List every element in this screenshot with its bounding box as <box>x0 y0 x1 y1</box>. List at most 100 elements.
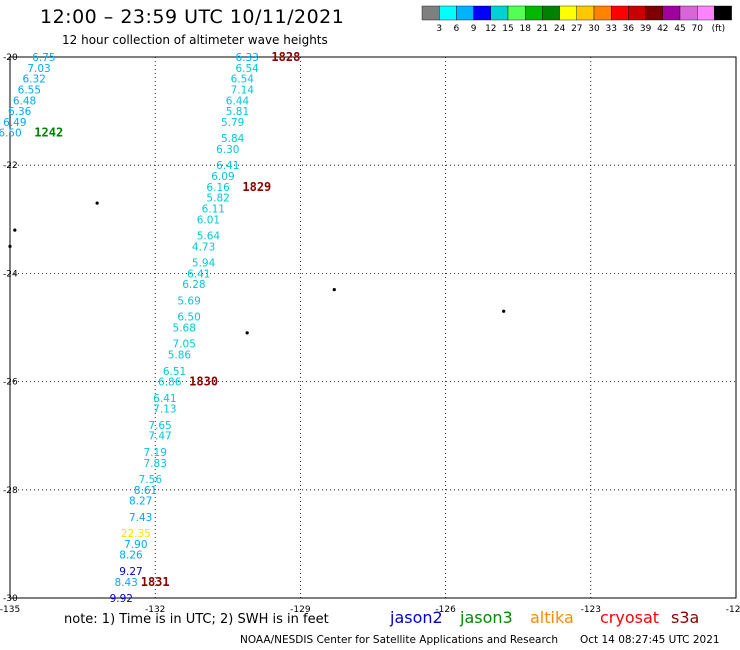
y-tick-label: -30 <box>3 594 18 604</box>
wave-height-label: 7.14 <box>231 84 255 96</box>
wave-height-label: 6.41 <box>187 268 210 280</box>
colorbar-label: 6 <box>454 24 460 34</box>
colorbar-swatch <box>611 5 629 21</box>
wave-height-label: 6.32 <box>23 74 46 86</box>
wave-height-label: 7.56 <box>139 474 163 486</box>
legend-jason2: jason2 <box>390 608 443 627</box>
pass-time-label: 1830 <box>189 375 218 389</box>
colorbar-swatch <box>559 5 577 21</box>
legend-altika: altika <box>530 608 574 627</box>
chart-subtitle: 12 hour collection of altimeter wave hei… <box>62 33 328 47</box>
wave-height-label: 6.50 <box>0 128 22 140</box>
y-tick-label: -20 <box>3 53 18 63</box>
wave-height-label: 6.51 <box>163 366 186 378</box>
pass-time-label: 1242 <box>34 126 63 140</box>
wave-height-label: 6.44 <box>226 95 250 107</box>
wave-height-label: 5.79 <box>221 117 244 129</box>
colorbar-label: 36 <box>623 24 635 34</box>
colorbar-label: 70 <box>691 24 703 34</box>
legend-s3a: s3a <box>671 608 700 627</box>
chart-title: 12:00 – 23:59 UTC 10/11/2021 <box>40 6 345 28</box>
wave-height-label: 6.01 <box>197 214 220 226</box>
wave-height-label: 6.11 <box>202 203 225 215</box>
wave-height-label: 6.41 <box>153 393 176 405</box>
colorbar-label: 18 <box>519 24 531 34</box>
island-marker <box>332 288 336 292</box>
plot-frame <box>9 56 737 599</box>
wave-height-label: 5.94 <box>192 258 216 270</box>
island-marker <box>8 244 12 248</box>
colorbar-label: 9 <box>471 24 477 34</box>
colorbar-label: 21 <box>537 24 548 34</box>
footer-note: note: 1) Time is in UTC; 2) SWH is in fe… <box>64 612 329 627</box>
wave-height-label: 7.83 <box>144 458 167 470</box>
wave-height-label: 6.50 <box>177 312 200 324</box>
footer-credit: NOAA/NESDIS Center for Satellite Applica… <box>240 634 558 646</box>
wave-height-label: 9.92 <box>110 593 133 605</box>
colorbar-label: 27 <box>571 24 582 34</box>
wave-height-label: 5.84 <box>221 133 245 145</box>
colorbar-swatch <box>473 5 492 21</box>
island-marker <box>95 201 99 205</box>
colorbar-swatch <box>679 5 698 21</box>
colorbar-swatch <box>490 5 509 21</box>
wave-height-label: 6.28 <box>182 279 205 291</box>
x-tick-label: -120 <box>726 605 740 615</box>
y-tick-label: -22 <box>3 161 18 171</box>
wave-height-label: 6.54 <box>231 74 255 86</box>
island-marker <box>502 309 506 313</box>
wave-height-label: 6.48 <box>13 95 36 107</box>
colorbar-label: 45 <box>674 24 685 34</box>
wave-height-label: 5.81 <box>226 106 249 118</box>
wave-height-label: 5.86 <box>168 350 192 362</box>
colorbar-swatch <box>439 5 457 21</box>
wave-height-label: 7.05 <box>173 339 196 351</box>
colorbar-swatch <box>507 5 526 21</box>
colorbar-label: 15 <box>502 24 513 34</box>
wave-height-label: 7.90 <box>124 539 147 551</box>
colorbar-swatch <box>593 5 612 21</box>
colorbar-swatch <box>697 5 715 21</box>
wave-height-label: 9.27 <box>119 566 142 578</box>
wave-height-label: 6.30 <box>216 144 239 156</box>
colorbar-swatch <box>645 5 663 21</box>
y-tick-label: -24 <box>3 269 18 279</box>
wave-height-label: 7.19 <box>144 447 167 459</box>
island-marker <box>245 331 249 335</box>
island-marker <box>13 228 17 232</box>
wave-height-label: 5.69 <box>177 295 200 307</box>
colorbar-swatch <box>662 5 681 21</box>
colorbar-swatch <box>421 5 440 21</box>
pass-time-label: 1829 <box>242 180 271 194</box>
wave-height-label: 7.65 <box>148 420 171 432</box>
wave-height-label: 6.36 <box>8 106 32 118</box>
wave-height-label: 6.55 <box>18 84 41 96</box>
colorbar-label: 12 <box>485 24 496 34</box>
wave-height-label: 6.54 <box>235 63 259 75</box>
wave-height-label: 6.16 <box>206 182 230 194</box>
colorbar-label: 42 <box>657 24 668 34</box>
wave-height-label: 8.43 <box>114 577 137 589</box>
x-tick-label: -129 <box>290 605 311 615</box>
wave-height-label: 7.13 <box>153 404 176 416</box>
wave-height-label: 6.41 <box>216 160 239 172</box>
wave-height-label: 6.86 <box>158 377 182 389</box>
wave-height-label: 6.09 <box>211 171 234 183</box>
y-tick-label: -26 <box>3 378 18 388</box>
x-tick-label: -126 <box>435 605 456 615</box>
legend-jason3: jason3 <box>460 608 513 627</box>
colorbar-swatch <box>525 5 543 21</box>
wave-height-label: 5.68 <box>173 323 196 335</box>
colorbar-label: 39 <box>640 24 652 34</box>
wave-height-label: 4.73 <box>192 241 215 253</box>
colorbar-label: 3 <box>436 24 442 34</box>
colorbar-swatch <box>456 5 474 21</box>
colorbar-label: 30 <box>588 24 600 34</box>
colorbar-label: 33 <box>605 24 616 34</box>
wave-height-label: 8.26 <box>119 550 143 562</box>
wave-height-label: 22.35 <box>121 528 151 540</box>
y-tick-label: -28 <box>3 486 18 496</box>
x-tick-label: -135 <box>0 605 20 615</box>
